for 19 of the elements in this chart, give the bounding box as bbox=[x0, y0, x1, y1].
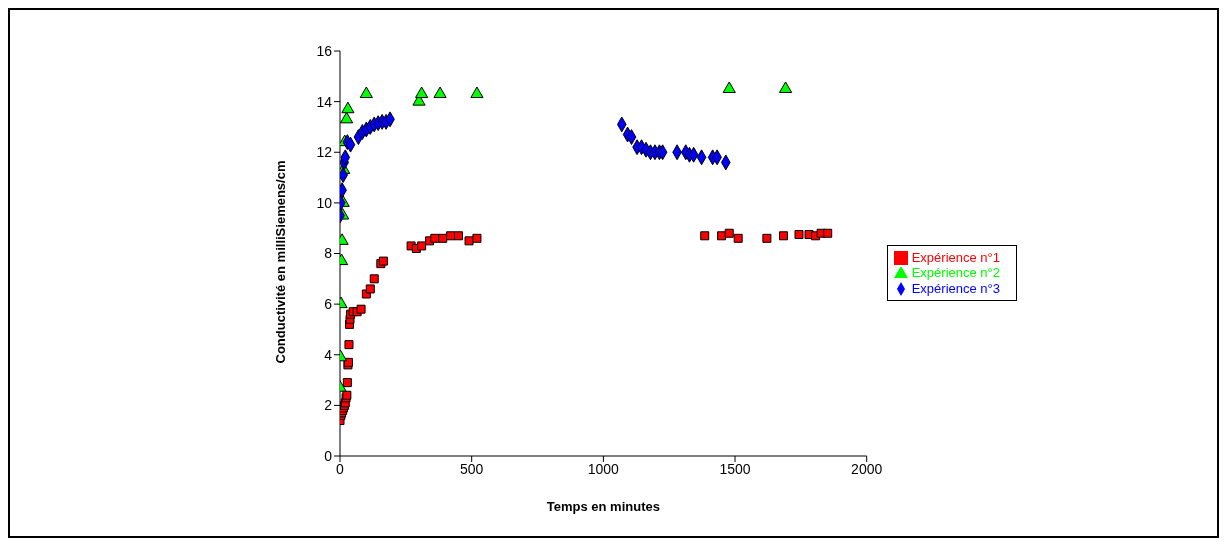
y-tick-label: 6 bbox=[324, 296, 333, 313]
legend-label: Expérience n°1 bbox=[911, 249, 1000, 265]
y-tick-label: 4 bbox=[324, 346, 333, 363]
y-tick-label: 10 bbox=[316, 194, 333, 211]
legend-label: Expérience n°3 bbox=[911, 280, 1000, 296]
x-tick-label: 0 bbox=[336, 460, 345, 477]
x-tick-label: 500 bbox=[459, 460, 484, 477]
x-tick-label: 1500 bbox=[719, 460, 751, 477]
y-tick-label: 2 bbox=[324, 397, 333, 414]
y-tick-label: 16 bbox=[316, 42, 333, 59]
legend-label: Expérience n°2 bbox=[911, 265, 1000, 281]
y-tick-label: 14 bbox=[316, 93, 333, 110]
y-axis-title: Conductivité en milliSiemens/cm bbox=[272, 160, 288, 364]
y-tick-label: 0 bbox=[324, 447, 333, 464]
x-axis-title: Temps en minutes bbox=[546, 499, 660, 514]
x-tick-label: 1000 bbox=[587, 460, 620, 477]
x-tick-label: 2000 bbox=[851, 460, 883, 477]
y-tick-label: 12 bbox=[316, 144, 333, 161]
y-tick-label: 8 bbox=[324, 245, 333, 262]
